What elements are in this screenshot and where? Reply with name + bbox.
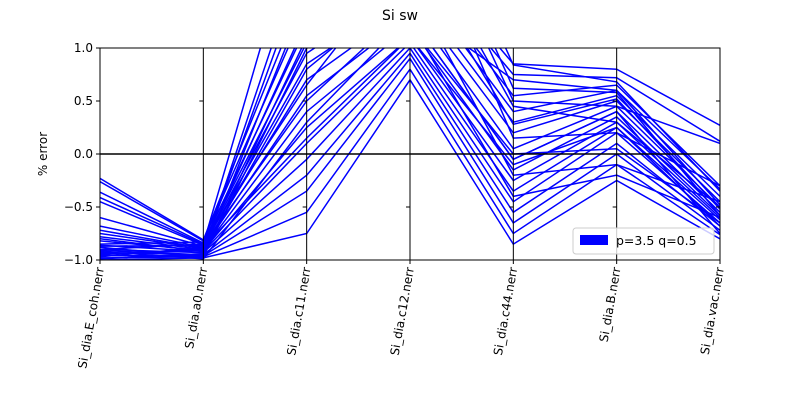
x-tick-label: Si_dia.B.nerr: [597, 266, 624, 343]
legend: p=3.5 q=0.5: [572, 227, 715, 255]
x-tick-label: Si_dia.c12.nerr: [388, 266, 417, 357]
chart-title: Si sw: [382, 8, 418, 24]
y-tick-label: −0.5: [64, 200, 93, 214]
y-tick-label: 0.0: [74, 147, 93, 161]
legend-box: [572, 227, 715, 255]
x-tick-label: Si_dia.c11.nerr: [284, 266, 313, 357]
legend-swatch: [580, 235, 608, 245]
x-tick-label: Si_dia.a0.nerr: [182, 266, 210, 350]
y-tick-label: 0.5: [74, 94, 93, 108]
y-tick-label: 1.0: [74, 41, 93, 55]
x-tick-label: Si_dia.c44.nerr: [491, 266, 520, 357]
y-axis-label: % error: [36, 132, 50, 176]
legend-label: p=3.5 q=0.5: [616, 233, 697, 248]
x-tick-label: Si_dia.E_coh.nerr: [75, 266, 107, 370]
x-tick-label: Si_dia.vac.nerr: [698, 266, 727, 356]
y-tick-label: −1.0: [64, 253, 93, 267]
